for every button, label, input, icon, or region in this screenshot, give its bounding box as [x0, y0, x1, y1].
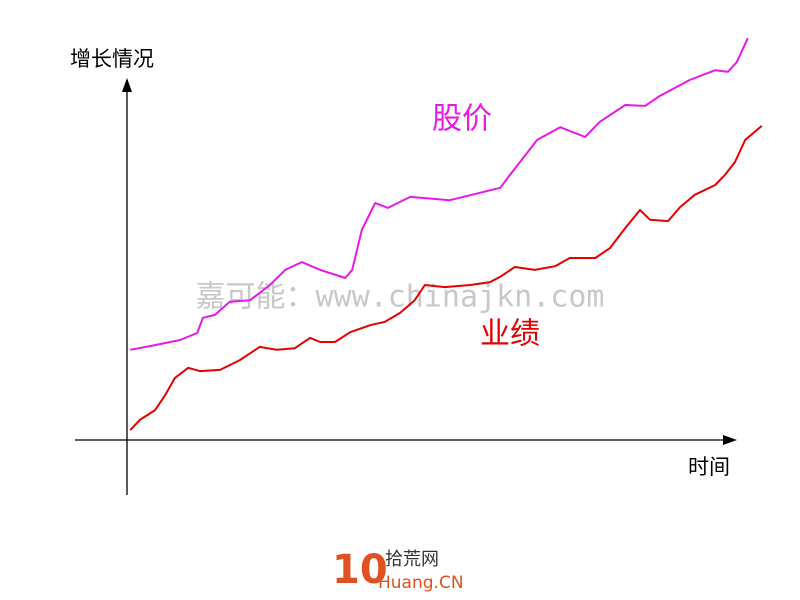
line [129, 125, 763, 431]
x-axis-label: 时间 [688, 455, 730, 479]
series-label: 股价 [432, 102, 492, 137]
line [130, 37, 749, 351]
logo-domain: Huang.CN [378, 573, 464, 593]
logo-number: 10 [332, 547, 388, 593]
y-axis-label: 增长情况 [70, 47, 154, 71]
logo-title: 拾荒网 [385, 549, 439, 570]
series-label: 业绩 [480, 317, 540, 352]
watermark: 嘉可能：www.chinajkn.com [196, 280, 605, 315]
